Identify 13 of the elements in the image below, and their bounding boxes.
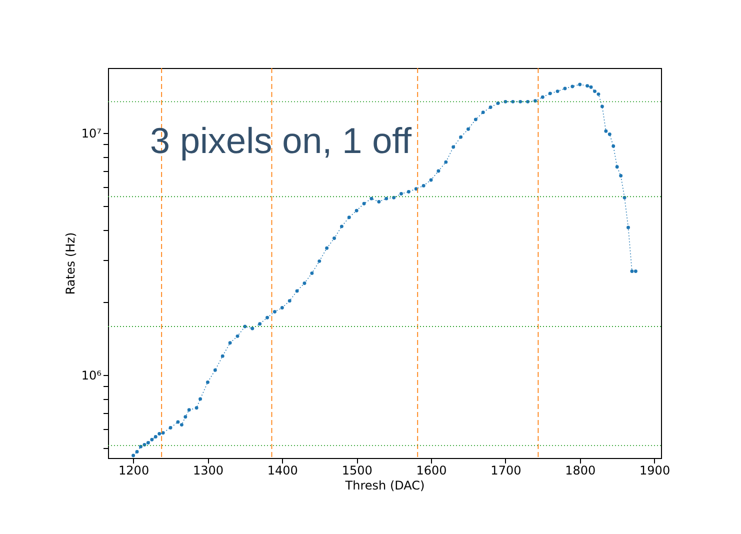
x-tick-label: 1500 [342, 464, 372, 478]
annotation: 3 pixels on, 1 off [150, 120, 413, 161]
x-tick-label: 1200 [118, 464, 150, 478]
x-tick-label: 1400 [267, 464, 298, 478]
x-tick-label: 1900 [640, 464, 670, 478]
y-tick-label: 10⁷ [81, 126, 102, 141]
x-tick-label: 1800 [565, 464, 596, 478]
x-axis-title: Thresh (DAC) [344, 478, 425, 492]
y-tick-label: 10⁶ [81, 368, 102, 383]
x-tick-label: 1300 [192, 464, 224, 478]
x-tick-label: 1600 [416, 464, 447, 478]
x-tick-label: 1700 [490, 464, 522, 478]
y-axis-title: Rates (Hz) [63, 232, 78, 295]
